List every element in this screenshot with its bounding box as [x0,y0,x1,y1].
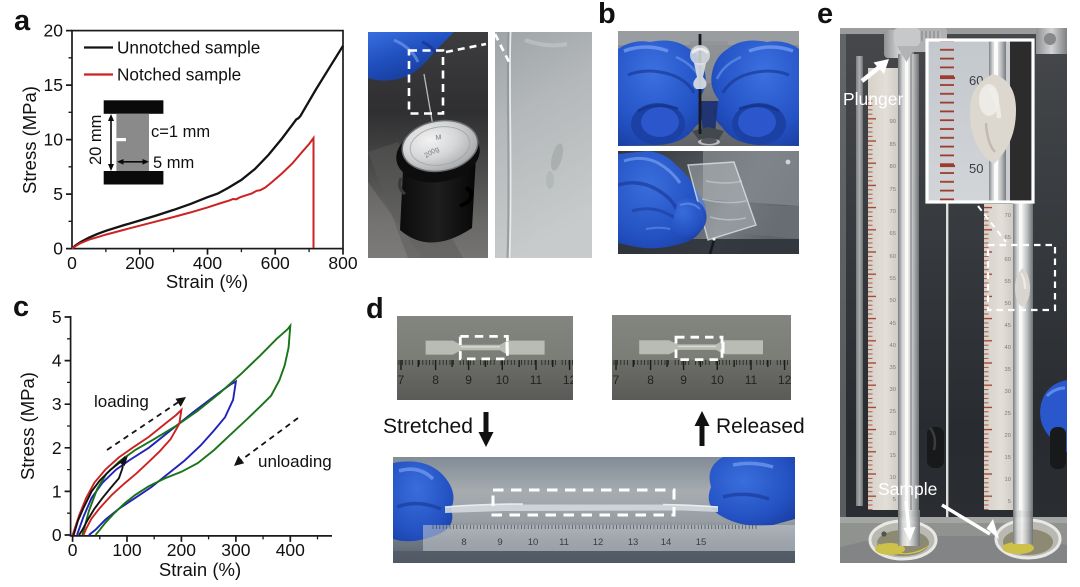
svg-text:20 mm: 20 mm [87,115,105,165]
svg-text:20: 20 [1005,433,1011,439]
svg-text:9: 9 [465,373,472,387]
svg-text:9: 9 [680,373,687,387]
svg-text:10: 10 [1005,477,1011,483]
svg-text:M: M [435,134,442,142]
svg-text:Strain (%): Strain (%) [159,559,241,580]
svg-text:15: 15 [44,75,63,95]
svg-text:0: 0 [52,525,62,545]
svg-text:65: 65 [890,231,896,237]
svg-text:300: 300 [221,540,250,560]
svg-text:20: 20 [44,21,64,41]
svg-text:10: 10 [496,373,510,387]
svg-text:10: 10 [44,130,64,150]
svg-text:5: 5 [893,497,896,503]
svg-text:Stress (MPa): Stress (MPa) [19,86,40,194]
svg-text:600: 600 [261,253,290,273]
svg-text:45: 45 [1005,323,1011,329]
svg-text:Stress (MPa): Stress (MPa) [17,372,38,480]
svg-text:200: 200 [125,253,154,273]
svg-text:15: 15 [696,537,707,548]
svg-text:12: 12 [778,373,791,387]
svg-text:0: 0 [67,253,77,273]
svg-text:5 mm: 5 mm [153,154,194,172]
svg-text:55: 55 [1005,279,1011,285]
svg-text:40: 40 [890,343,896,349]
svg-text:85: 85 [890,142,896,148]
svg-text:8: 8 [461,537,466,548]
svg-text:0: 0 [53,239,63,259]
svg-text:35: 35 [1005,367,1011,373]
svg-text:5: 5 [1008,499,1011,505]
svg-text:25: 25 [890,409,896,415]
svg-text:2: 2 [52,438,62,458]
svg-text:10: 10 [890,475,896,481]
svg-text:10: 10 [528,537,539,548]
svg-text:8: 8 [432,373,439,387]
svg-text:50: 50 [1005,301,1011,307]
svg-text:40: 40 [1005,345,1011,351]
svg-text:loading: loading [94,392,149,411]
svg-text:60: 60 [1005,257,1011,263]
svg-text:13: 13 [628,537,639,548]
svg-text:30: 30 [1005,389,1011,395]
svg-text:50: 50 [890,298,896,304]
svg-text:25: 25 [1005,411,1011,417]
svg-text:35: 35 [890,365,896,371]
svg-text:Strain (%): Strain (%) [166,271,248,292]
svg-text:Unnotched sample: Unnotched sample [117,38,260,58]
svg-text:11: 11 [745,373,758,387]
svg-text:5: 5 [53,184,63,204]
svg-text:11: 11 [530,373,543,387]
svg-text:7: 7 [613,373,620,387]
svg-text:65: 65 [1005,235,1011,241]
svg-text:55: 55 [890,276,896,282]
svg-text:45: 45 [890,321,896,327]
svg-text:50: 50 [969,161,983,176]
svg-text:15: 15 [1005,455,1011,461]
svg-text:60: 60 [890,254,896,260]
svg-text:100: 100 [112,540,141,560]
svg-text:Sample: Sample [878,479,937,499]
svg-text:Notched sample: Notched sample [117,65,241,85]
svg-text:1: 1 [52,481,62,501]
svg-text:3: 3 [52,394,62,414]
svg-text:Plunger: Plunger [843,89,903,109]
svg-text:7: 7 [398,373,405,387]
svg-text:15: 15 [890,453,896,459]
svg-text:200: 200 [167,540,196,560]
svg-text:800: 800 [328,253,357,273]
svg-text:4: 4 [52,351,62,371]
svg-text:20: 20 [890,431,896,437]
svg-text:400: 400 [276,540,305,560]
svg-text:12: 12 [563,373,573,387]
svg-text:90: 90 [890,119,896,125]
svg-text:c=1 mm: c=1 mm [151,123,210,141]
svg-text:12: 12 [593,537,604,548]
svg-text:70: 70 [1005,213,1011,219]
svg-text:unloading: unloading [258,452,332,471]
svg-text:80: 80 [890,164,896,170]
svg-text:0: 0 [68,540,78,560]
svg-text:14: 14 [661,537,672,548]
svg-text:75: 75 [890,187,896,193]
svg-text:9: 9 [497,537,502,548]
svg-text:8: 8 [647,373,654,387]
svg-text:30: 30 [890,387,896,393]
svg-text:5: 5 [52,307,62,327]
svg-text:70: 70 [890,209,896,215]
svg-text:10: 10 [711,373,725,387]
svg-text:400: 400 [193,253,222,273]
svg-text:11: 11 [559,537,569,548]
